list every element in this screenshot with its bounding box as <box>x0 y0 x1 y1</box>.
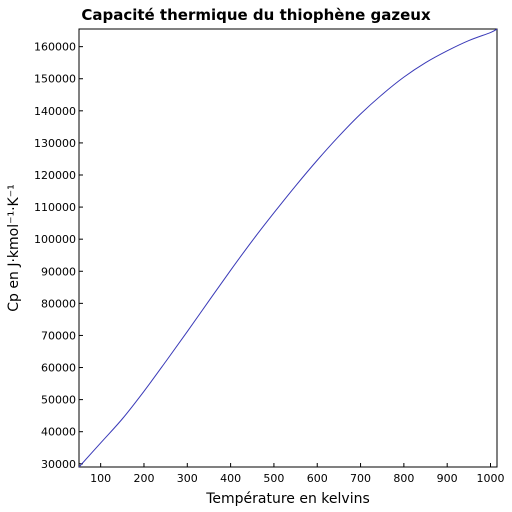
y-tick-label: 50000 <box>41 394 76 407</box>
x-tick-label: 200 <box>133 472 154 485</box>
y-tick-label: 80000 <box>41 297 76 310</box>
y-tick-label: 160000 <box>34 41 76 54</box>
x-tick-label: 900 <box>437 472 458 485</box>
y-tick-label: 150000 <box>34 73 76 86</box>
x-axis: 100 200 300 400 500 600 700 800 900 1000 <box>90 463 505 485</box>
x-tick-label: 100 <box>90 472 111 485</box>
y-axis-title: Cp en J·kmol⁻¹·K⁻¹ <box>6 184 22 311</box>
y-tick-label: 140000 <box>34 105 76 118</box>
series-line <box>78 28 498 468</box>
plot-frame <box>78 28 498 468</box>
x-tick-label: 700 <box>350 472 371 485</box>
x-tick-label: 1000 <box>477 472 505 485</box>
y-tick-label: 90000 <box>41 265 76 278</box>
x-tick-label: 600 <box>307 472 328 485</box>
y-axis: 30000 40000 50000 60000 70000 80000 90000 10000… <box>34 41 83 471</box>
y-tick-label: 130000 <box>34 137 76 150</box>
y-tick-label: 120000 <box>34 169 76 182</box>
x-tick-label: 500 <box>263 472 284 485</box>
x-tick-label: 400 <box>220 472 241 485</box>
y-tick-label: 40000 <box>41 426 76 439</box>
y-tick-label: 70000 <box>41 329 76 342</box>
y-tick-label: 60000 <box>41 362 76 375</box>
chart-title: Capacité thermique du thiophène gazeux <box>81 6 431 24</box>
x-tick-label: 300 <box>177 472 198 485</box>
y-tick-label: 30000 <box>41 458 76 471</box>
series-layer <box>78 28 498 468</box>
y-tick-label: 100000 <box>34 233 76 246</box>
y-tick-label: 110000 <box>34 201 76 214</box>
x-tick-label: 800 <box>393 472 414 485</box>
x-axis-title: Température en kelvins <box>205 491 370 507</box>
